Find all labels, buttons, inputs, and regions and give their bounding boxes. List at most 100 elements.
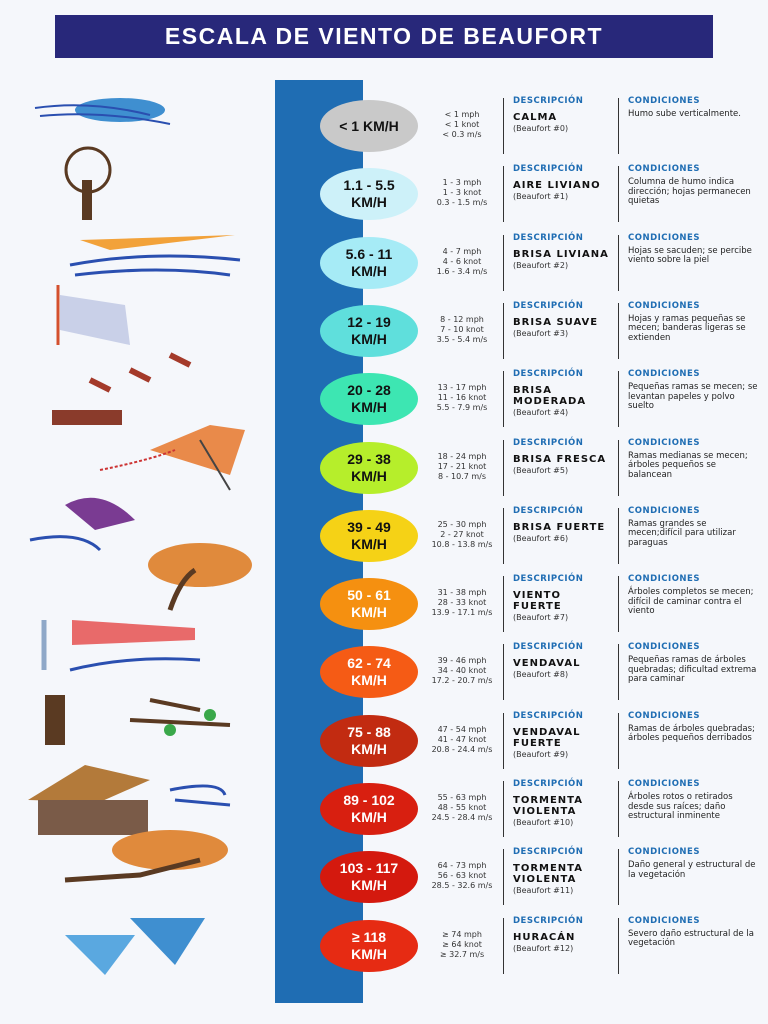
description-name: CALMA	[513, 112, 558, 123]
description-header: DESCRIPCIÓN	[513, 847, 584, 858]
conditions: Ramas de árboles quebradas; árboles pequ…	[628, 723, 755, 744]
beaufort-number: (Beaufort #9)	[513, 749, 569, 759]
scale-row: 103 - 117 KM/H 64 - 73 mph 56 - 63 knot 28.…	[0, 847, 768, 915]
conversion: 48 - 55 knot	[437, 803, 487, 812]
conversion: < 1 mph	[444, 110, 480, 119]
speed-badge: 39 - 49 KM/H	[320, 509, 418, 562]
conversion: 55 - 63 mph	[437, 793, 487, 802]
speed-badge: < 1 KM/H	[320, 100, 418, 152]
beaufort-number: (Beaufort #5)	[513, 465, 569, 475]
beaufort-number: (Beaufort #7)	[513, 613, 569, 623]
conversion: 17 - 21 knot	[437, 461, 487, 471]
conditions-header: CONDICIONES	[628, 437, 700, 448]
conversion: 20.8 - 24.4 m/s	[431, 744, 493, 754]
conversions: 25 - 30 mph 2 - 27 knot 10.8 - 13.8 m/s	[424, 520, 500, 550]
conversion: 1 - 3 mph	[442, 178, 482, 188]
conversions: ≥ 74 mph ≥ 64 knot ≥ 32.7 m/s	[424, 930, 500, 960]
description: TORMENTA VIOLENTA (Beaufort #11)	[513, 863, 613, 896]
conditions: Hojas se sacuden; se percibe viento sobr…	[628, 245, 752, 266]
description: TORMENTA VIOLENTA (Beaufort #10)	[513, 795, 613, 828]
description-name: AIRE LIVIANO	[513, 180, 601, 192]
conversion: 18 - 24 mph	[437, 451, 487, 461]
conditions: Hojas y ramas pequeñas se mecen; bandera…	[628, 313, 746, 343]
conversion: 13 - 17 mph	[437, 383, 487, 393]
description-name: HURACÁN	[513, 931, 576, 943]
conversion: 8 - 12 mph	[440, 314, 484, 324]
speed-badge: 50 - 61 KM/H	[320, 578, 418, 631]
speed-badge: 89 - 102 KM/H	[320, 783, 418, 835]
speed-badge: 12 - 19 KM/H	[320, 304, 418, 357]
conversions: 64 - 73 mph 56 - 63 knot 28.5 - 32.6 m/s	[424, 861, 500, 891]
conversion: 56 - 63 knot	[437, 871, 487, 881]
scale-row: ≥ 118 KM/H ≥ 74 mph ≥ 64 knot ≥ 32.7 m/s DES…	[0, 916, 768, 984]
conditions: Daño general y estructural de la vegetac…	[628, 860, 756, 880]
conversions: 39 - 46 mph 34 - 40 knot 17.2 - 20.7 m/s	[424, 656, 500, 686]
description: VENDAVAL FUERTE (Beaufort #9)	[513, 727, 613, 760]
description-header: DESCRIPCIÓN	[513, 642, 584, 653]
description-header: DESCRIPCIÓN	[513, 96, 584, 106]
conditions: Severo daño estructural de la vegetación	[628, 928, 754, 949]
conversions: 4 - 7 mph 4 - 6 knot 1.6 - 3.4 m/s	[424, 247, 500, 277]
description: BRISA LIVIANA (Beaufort #2)	[513, 249, 613, 271]
conversion: 28 - 33 knot	[437, 598, 487, 608]
speed-badge: 75 - 88 KM/H	[320, 714, 418, 767]
beaufort-number: (Beaufort #12)	[513, 943, 574, 953]
description-header: DESCRIPCIÓN	[513, 164, 584, 175]
conditions: Ramas medianas se mecen; árboles pequeño…	[628, 450, 748, 480]
conditions-header: CONDICIONES	[628, 164, 700, 175]
title: ESCALA DE VIENTO DE BEAUFORT	[55, 15, 713, 58]
beaufort-number: (Beaufort #10)	[513, 818, 574, 827]
separator	[618, 712, 619, 769]
conditions-header: CONDICIONES	[628, 847, 700, 858]
separator	[618, 576, 619, 633]
conditions-header: CONDICIONES	[628, 779, 700, 789]
beaufort-number: (Beaufort #0)	[513, 124, 569, 133]
description: VIENTO FUERTE (Beaufort #7)	[513, 590, 613, 623]
scale-row: 12 - 19 KM/H 8 - 12 mph 7 - 10 knot 3.5 - 5…	[0, 301, 768, 369]
conversion: 11 - 16 knot	[437, 393, 487, 403]
conditions-header: CONDICIONES	[628, 642, 700, 653]
conversion: 7 - 10 knot	[440, 324, 484, 334]
scale-row: 50 - 61 KM/H 31 - 38 mph 28 - 33 knot 13.9 …	[0, 574, 768, 642]
conversion: 8 - 10.7 m/s	[437, 471, 487, 481]
conversion: 13.9 - 17.1 m/s	[431, 608, 493, 618]
description-name: BRISA FUERTE	[513, 521, 606, 533]
scale-row: 89 - 102 KM/H 55 - 63 mph 48 - 55 knot 24.5…	[0, 779, 768, 847]
conditions: Pequeñas ramas de árboles quebradas; dif…	[628, 655, 757, 685]
description-header: DESCRIPCIÓN	[513, 505, 584, 516]
description-header: DESCRIPCIÓN	[513, 915, 584, 926]
conditions-header: CONDICIONES	[628, 710, 700, 721]
conversion: ≥ 32.7 m/s	[439, 949, 485, 959]
separator	[503, 712, 504, 769]
separator	[503, 98, 504, 154]
separator	[618, 234, 619, 291]
conversion: 3.5 - 5.4 m/s	[436, 334, 488, 344]
conversion: 1 - 3 knot	[442, 188, 482, 198]
description-name: VENDAVAL FUERTE	[513, 726, 581, 749]
conversions: 55 - 63 mph 48 - 55 knot 24.5 - 28.4 m/s	[424, 793, 500, 823]
separator	[503, 234, 504, 291]
beaufort-number: (Beaufort #1)	[513, 192, 569, 202]
separator	[618, 507, 619, 564]
separator	[503, 781, 504, 837]
description: VENDAVAL (Beaufort #8)	[513, 658, 613, 680]
description: BRISA FRESCA (Beaufort #5)	[513, 454, 613, 476]
separator	[618, 98, 619, 154]
speed-badge: 62 - 74 KM/H	[320, 646, 418, 699]
separator	[503, 576, 504, 633]
separator	[618, 371, 619, 428]
description-name: BRISA MODERADA	[513, 385, 587, 408]
beaufort-number: (Beaufort #2)	[513, 260, 569, 270]
separator	[618, 849, 619, 906]
speed-badge: 20 - 28 KM/H	[320, 373, 418, 426]
separator	[503, 644, 504, 701]
conditions: Árboles rotos o retirados desde sus raíc…	[628, 792, 733, 821]
conversion: 4 - 6 knot	[442, 256, 482, 266]
separator	[618, 917, 619, 974]
conditions-header: CONDICIONES	[628, 232, 700, 243]
conversion: 5.5 - 7.9 m/s	[436, 403, 488, 413]
description-header: DESCRIPCIÓN	[513, 369, 584, 380]
conditions: Ramas grandes se mecen;difícil para util…	[628, 518, 736, 548]
description: HURACÁN (Beaufort #12)	[513, 932, 613, 954]
beaufort-number: (Beaufort #8)	[513, 670, 569, 680]
